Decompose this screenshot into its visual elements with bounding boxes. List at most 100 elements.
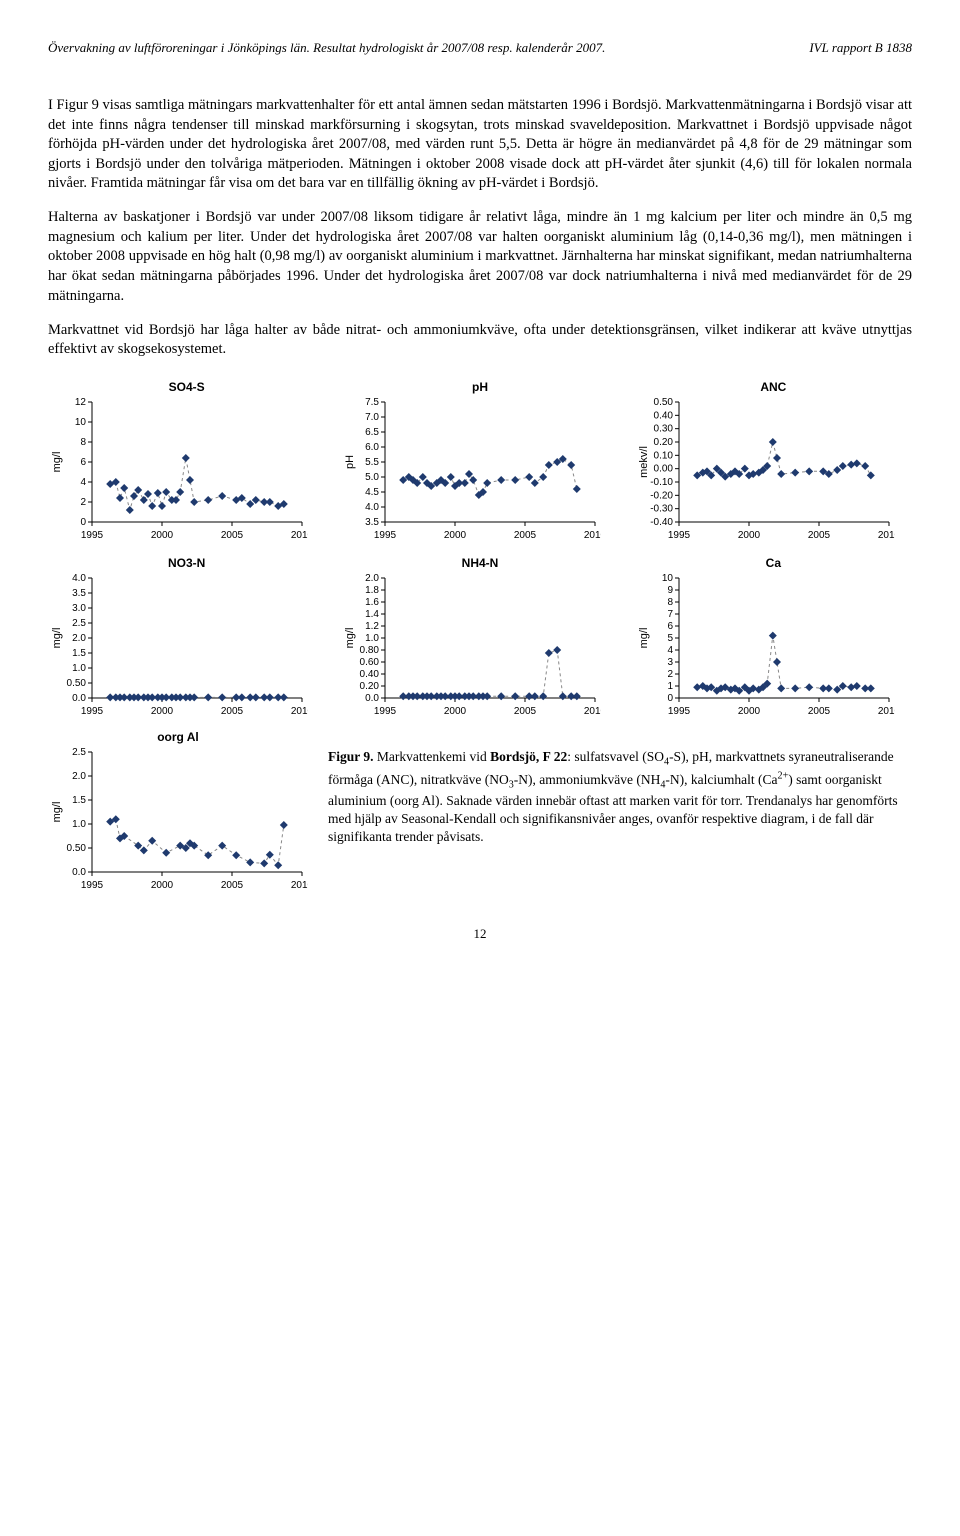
svg-text:4.0: 4.0: [365, 502, 379, 513]
svg-text:3.5: 3.5: [72, 588, 86, 599]
svg-text:5.0: 5.0: [365, 472, 379, 483]
svg-text:4.0: 4.0: [72, 573, 86, 584]
svg-text:2000: 2000: [151, 880, 174, 891]
svg-text:6.0: 6.0: [365, 442, 379, 453]
svg-text:6: 6: [667, 621, 673, 632]
svg-text:2010: 2010: [291, 530, 308, 541]
svg-text:0.10: 0.10: [653, 450, 673, 461]
chart-anc: -0.40-0.30-0.20-0.100.000.100.200.300.40…: [635, 396, 895, 546]
svg-text:2000: 2000: [444, 530, 467, 541]
svg-text:4: 4: [667, 645, 673, 656]
chart-title-oorgal: oorg Al: [48, 730, 308, 744]
svg-text:8: 8: [667, 597, 673, 608]
svg-text:2000: 2000: [151, 530, 174, 541]
svg-text:4: 4: [80, 477, 86, 488]
chart-so4s: 0246810121995200020052010mg/l: [48, 396, 308, 546]
svg-text:2005: 2005: [221, 880, 244, 891]
svg-text:2010: 2010: [291, 880, 308, 891]
svg-text:2010: 2010: [878, 706, 895, 717]
paragraph-3: Markvattnet vid Bordsjö har låga halter …: [48, 321, 912, 360]
svg-text:7: 7: [667, 609, 673, 620]
chart-title-no3n: NO3-N: [48, 556, 325, 570]
svg-text:1995: 1995: [374, 706, 397, 717]
svg-text:2005: 2005: [808, 530, 831, 541]
svg-text:1.6: 1.6: [365, 597, 379, 608]
svg-text:1.8: 1.8: [365, 585, 379, 596]
chart-ph: 3.54.04.55.05.56.06.57.07.51995200020052…: [341, 396, 601, 546]
paragraph-1: I Figur 9 visas samtliga mätningars mark…: [48, 96, 912, 194]
bottom-row: oorg Al0.00.501.01.52.02.519952000200520…: [48, 730, 912, 896]
svg-text:0.50: 0.50: [67, 678, 87, 689]
chart-title-ph: pH: [341, 380, 618, 394]
svg-text:1995: 1995: [81, 706, 104, 717]
svg-text:0.20: 0.20: [653, 437, 673, 448]
page-header: Övervakning av luftföroreningar i Jönköp…: [48, 40, 912, 56]
svg-text:3.0: 3.0: [72, 603, 86, 614]
svg-text:mg/l: mg/l: [51, 627, 63, 648]
svg-text:2010: 2010: [878, 530, 895, 541]
chart-title-so4s: SO4-S: [48, 380, 325, 394]
svg-text:0.60: 0.60: [360, 657, 380, 668]
chart-title-ca: Ca: [635, 556, 912, 570]
svg-text:2010: 2010: [584, 530, 601, 541]
svg-text:mg/l: mg/l: [51, 451, 63, 472]
svg-text:2.0: 2.0: [72, 771, 86, 782]
svg-text:1.0: 1.0: [72, 663, 86, 674]
caption-text: Markvattenkemi vid Bordsjö, F 22: sulfat…: [328, 749, 898, 845]
svg-text:-0.20: -0.20: [650, 490, 673, 501]
svg-text:5.5: 5.5: [365, 457, 379, 468]
svg-text:2005: 2005: [808, 706, 831, 717]
chart-title-anc: ANC: [635, 380, 912, 394]
svg-text:2.0: 2.0: [72, 633, 86, 644]
svg-text:5: 5: [667, 633, 673, 644]
svg-text:mg/l: mg/l: [344, 627, 356, 648]
svg-text:0.80: 0.80: [360, 645, 380, 656]
svg-text:-0.40: -0.40: [650, 517, 673, 528]
svg-text:mg/l: mg/l: [638, 627, 650, 648]
svg-text:0.0: 0.0: [72, 867, 86, 878]
svg-text:-0.10: -0.10: [650, 477, 673, 488]
svg-text:1995: 1995: [668, 706, 691, 717]
svg-text:2005: 2005: [221, 530, 244, 541]
svg-text:-0.30: -0.30: [650, 503, 673, 514]
chart-ca: 0123456789101995200020052010mg/l: [635, 572, 895, 722]
svg-text:mg/l: mg/l: [51, 801, 63, 822]
chart-grid: SO4-S0246810121995200020052010mg/lpH3.54…: [48, 380, 912, 722]
svg-text:2005: 2005: [514, 706, 537, 717]
svg-text:1995: 1995: [81, 530, 104, 541]
svg-text:2.5: 2.5: [72, 618, 86, 629]
svg-text:2005: 2005: [221, 706, 244, 717]
svg-text:2005: 2005: [514, 530, 537, 541]
figure-caption: Figur 9. Markvattenkemi vid Bordsjö, F 2…: [328, 730, 912, 847]
svg-text:10: 10: [75, 417, 87, 428]
paragraph-2: Halterna av baskatjoner i Bordsjö var un…: [48, 208, 912, 306]
svg-text:6.5: 6.5: [365, 427, 379, 438]
header-right: IVL rapport B 1838: [809, 40, 912, 56]
svg-text:0.0: 0.0: [365, 693, 379, 704]
svg-text:10: 10: [662, 573, 674, 584]
svg-text:1995: 1995: [81, 880, 104, 891]
svg-text:0.40: 0.40: [360, 669, 380, 680]
svg-text:2010: 2010: [584, 706, 601, 717]
chart-nh4n: 0.00.200.400.600.801.01.21.41.61.82.0199…: [341, 572, 601, 722]
svg-text:0: 0: [667, 693, 673, 704]
svg-text:0.20: 0.20: [360, 681, 380, 692]
svg-text:7.5: 7.5: [365, 397, 379, 408]
page-number: 12: [48, 926, 912, 942]
svg-text:0.0: 0.0: [72, 693, 86, 704]
svg-text:mekv/l: mekv/l: [638, 446, 650, 478]
svg-text:2.0: 2.0: [365, 573, 379, 584]
svg-text:2: 2: [80, 497, 86, 508]
svg-text:pH: pH: [344, 455, 356, 469]
svg-text:3.5: 3.5: [365, 517, 379, 528]
svg-text:0.00: 0.00: [653, 463, 673, 474]
svg-text:0: 0: [80, 517, 86, 528]
svg-text:1.2: 1.2: [365, 621, 379, 632]
chart-no3n: 0.00.501.01.52.02.53.03.54.0199520002005…: [48, 572, 308, 722]
svg-text:2010: 2010: [291, 706, 308, 717]
svg-text:1.0: 1.0: [72, 819, 86, 830]
svg-text:7.0: 7.0: [365, 412, 379, 423]
svg-text:9: 9: [667, 585, 673, 596]
svg-text:6: 6: [80, 457, 86, 468]
svg-text:2000: 2000: [444, 706, 467, 717]
